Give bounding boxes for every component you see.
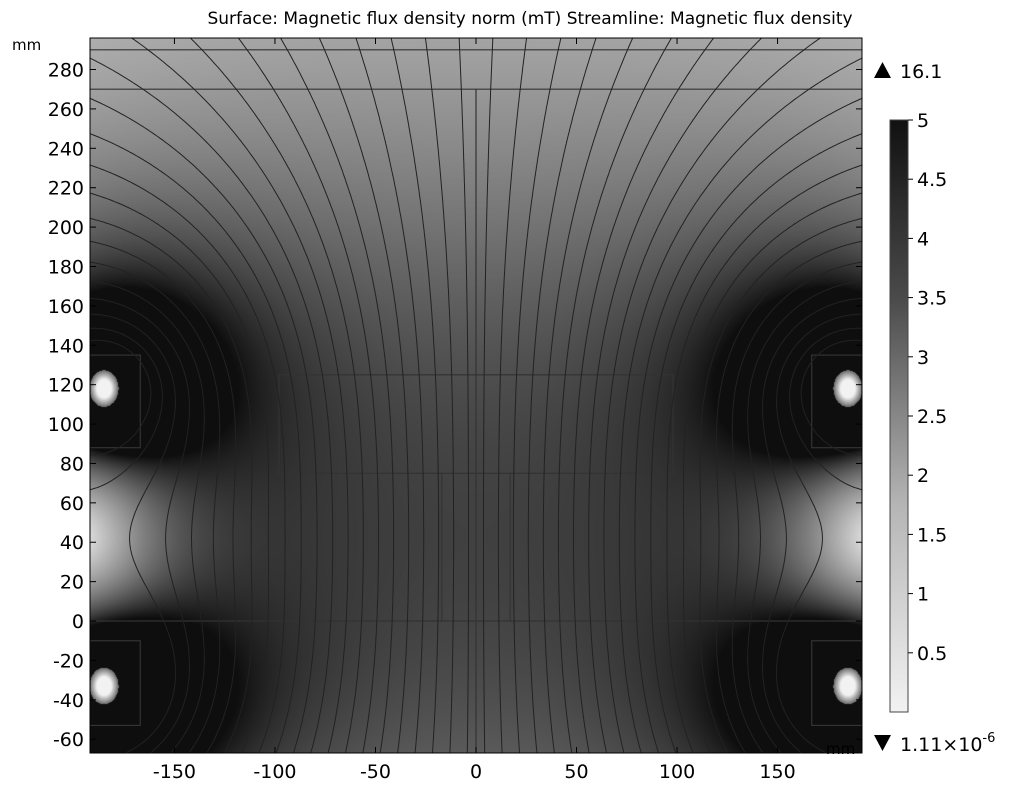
streamline [775,313,862,753]
colorbar-tick-label: 4 [917,228,929,250]
colorbar-tick-label: 1.5 [917,524,947,546]
colorbar-tick-label: 2 [917,465,929,487]
streamline [318,38,410,753]
streamline [237,38,379,753]
streamline [588,38,763,753]
y-tick-label: 160 [48,296,84,318]
streamline [355,38,425,753]
streamline [715,240,862,753]
streamline [90,217,253,753]
colorbar-tick-label: 3.5 [917,288,947,310]
streamline [762,297,862,753]
streamline [90,280,205,753]
y-tick-label: 40 [60,532,84,554]
streamline [90,327,163,491]
x-tick-label: 150 [759,761,795,783]
streamline [279,38,395,753]
y-axis: -60 -40 -20 0 20 40 60 80 100 120 140 160 180 200 220 2… [48,60,862,751]
x-tick-label: 0 [470,761,482,783]
max-value-label: 16.1 [900,61,942,83]
y-tick-label: 60 [60,493,84,515]
streamline [527,38,597,753]
colorbar-tick-label: 1 [917,584,929,606]
y-tick-label: 20 [60,572,84,594]
y-tick-label: -20 [53,650,84,672]
streamline [683,192,862,753]
coil-box-left [90,354,141,449]
streamline [650,133,862,753]
streamline [634,97,862,753]
x-tick-label: 100 [659,761,695,783]
streamline [747,280,862,753]
y-tick-label: 100 [48,414,84,436]
y-tick-label: 120 [48,375,84,397]
y-tick-label: 140 [48,335,84,357]
streamline [130,38,349,753]
streamline [497,38,528,753]
colorbar-tick-label: 3 [917,347,929,369]
streamline [90,164,286,753]
chart-title: Surface: Magnetic flux density norm (mT)… [207,9,852,29]
colorbar-tick-label: 2.5 [917,406,947,428]
y-tick-label: 280 [48,60,84,82]
y-tick-label: 180 [48,256,84,278]
streamline [390,38,440,753]
y-tick-label: 240 [48,138,84,160]
streamline [512,38,562,753]
y-tick-label: 220 [48,178,84,200]
colorbar-gradient [889,119,909,713]
colorbar-tick-label: 0.5 [917,643,947,665]
streamline [424,38,455,753]
x-tick-label: -150 [153,761,196,783]
max-triangle-icon [874,62,891,78]
streamline [90,57,334,753]
streamline [603,38,822,753]
y-tick-label: 260 [48,99,84,121]
x-tick-label: -100 [253,761,296,783]
streamline [90,297,190,753]
x-axis-unit: mm [826,740,855,758]
streamline [189,38,364,753]
y-axis-unit: mm [12,36,41,54]
y-tick-label: -40 [53,690,84,712]
streamline [90,339,152,456]
streamline [90,261,221,753]
streamline [90,192,269,753]
streamline [458,38,469,753]
streamline [573,38,715,753]
streamline [800,339,862,456]
colorbar-tick-label: 4.5 [917,169,947,191]
streamline [618,57,862,753]
streamline [90,133,302,753]
streamline [666,164,862,753]
coil-box-lower-left [90,640,141,727]
streamline-layer [90,38,862,753]
y-tick-label: 200 [48,217,84,239]
min-value-label: 1.11×10-6 [900,731,995,756]
central-box [278,374,674,474]
streamline [699,217,862,753]
y-tick-label: 80 [60,453,84,475]
y-tick-label: -60 [53,729,84,751]
streamline [542,38,634,753]
streamline [90,97,318,753]
x-tick-label: -50 [360,761,391,783]
x-tick-label: 50 [564,761,588,783]
streamline [483,38,494,753]
colorbar-tick-label: 5 [917,110,929,132]
x-axis: -150 -100 -50 0 50 100 150 [153,38,796,783]
streamline [789,327,862,491]
colorbar: 0.5 1 1.5 2 2.5 3 3.5 4 4.5 5 16.1 1.11×10-6 [874,61,995,756]
streamline [731,261,862,753]
streamline [90,240,237,753]
y-tick-label: 0 [72,611,84,633]
streamline [557,38,673,753]
min-triangle-icon [874,735,891,751]
streamline [90,313,177,753]
